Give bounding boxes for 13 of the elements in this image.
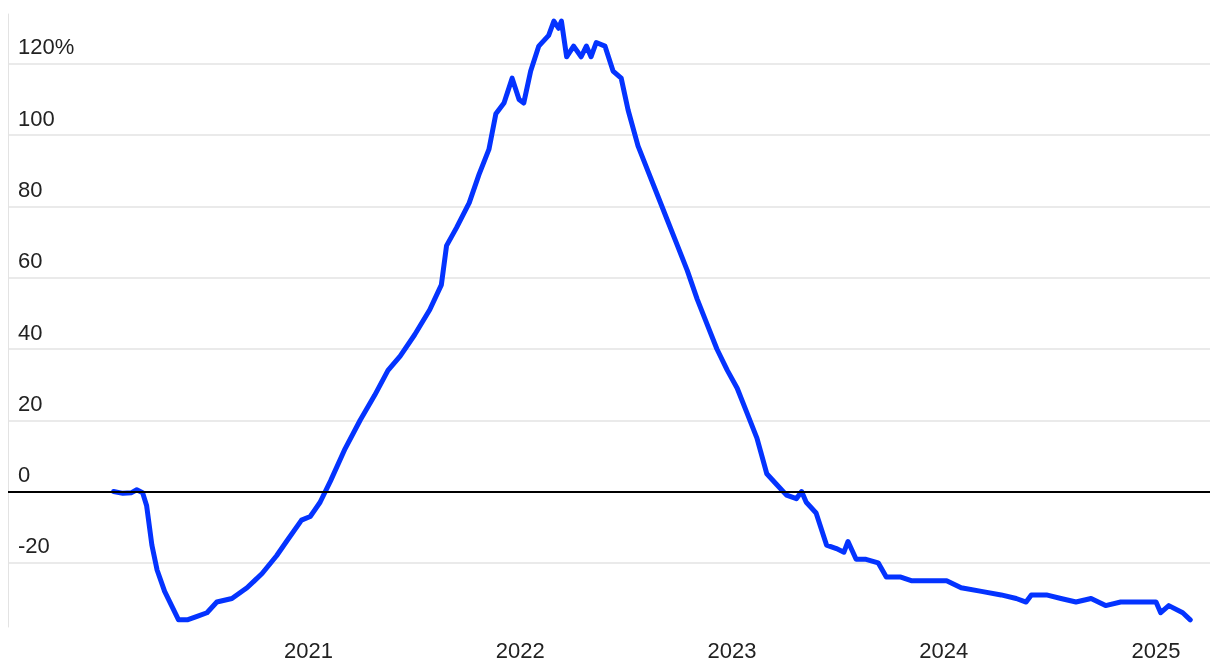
y-tick-label: -20 (18, 533, 50, 559)
y-tick-label: 60 (18, 248, 43, 274)
y-tick-label: 0 (18, 462, 31, 488)
y-tick-label: 120% (18, 34, 75, 60)
x-tick-label: 2022 (495, 637, 545, 663)
y-tick-label: 80 (18, 176, 43, 202)
x-tick-label: 2023 (707, 637, 757, 663)
x-tick-label: 2021 (284, 637, 333, 663)
x-tick-label: 2024 (919, 637, 969, 663)
y-tick-label: 20 (18, 390, 43, 416)
x-tick-label: 2025 (1131, 637, 1181, 663)
y-tick-label: 40 (18, 319, 43, 345)
y-tick-label: 100 (18, 105, 55, 131)
